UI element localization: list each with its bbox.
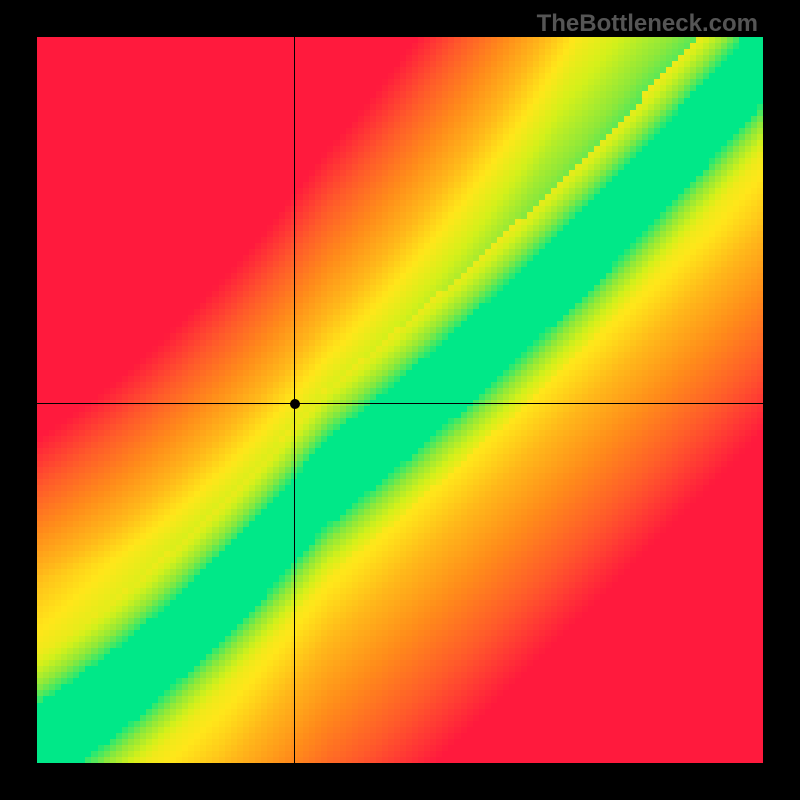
watermark-text: TheBottleneck.com: [537, 10, 758, 38]
crosshair-dot: [290, 399, 300, 409]
crosshair-horizontal: [37, 403, 763, 404]
heatmap-canvas: [37, 37, 763, 763]
